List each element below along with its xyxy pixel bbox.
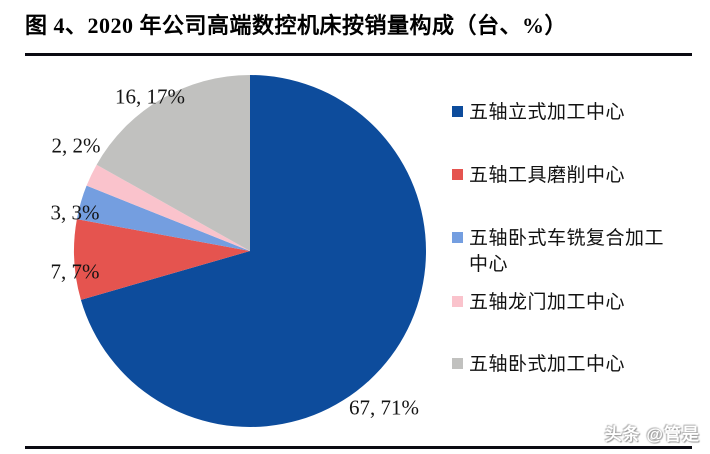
figure-title: 图 4、2020 年公司高端数控机床按销量构成（台、%） — [25, 13, 568, 38]
bottom-divider-rule — [25, 446, 692, 449]
slice-label-horizontal-turn-mill: 3, 3% — [50, 200, 100, 225]
slice-label-tool-grinding: 7, 7% — [50, 259, 100, 284]
slice-label-horizontal-machining: 16, 17% — [115, 84, 185, 109]
pie-slice-4 — [86, 164, 250, 251]
pie-slice-2 — [74, 219, 250, 300]
pie-slice-5 — [96, 75, 251, 251]
watermark: 头条 @管是 — [604, 425, 700, 444]
pie-slice-1 — [80, 74, 427, 427]
slice-label-vertical-machining: 67, 71% — [349, 395, 419, 420]
pie-slice-3 — [76, 185, 251, 251]
slice-label-gantry: 2, 2% — [51, 133, 101, 158]
top-divider-rule — [25, 53, 692, 56]
